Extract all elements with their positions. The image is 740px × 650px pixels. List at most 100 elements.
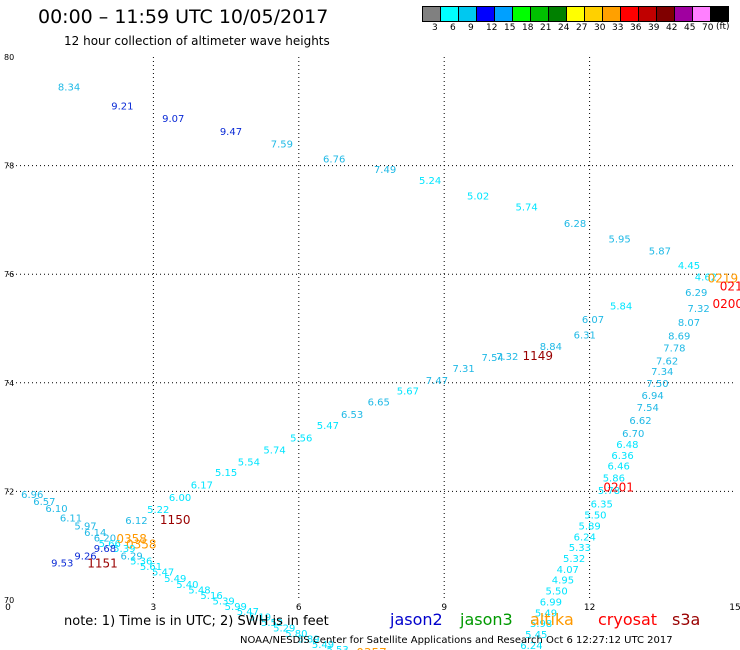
color-scale-swatch: 9 [458, 6, 477, 33]
pass-time-label: 1151 [87, 556, 118, 570]
x-tick-label: 6 [296, 603, 302, 613]
color-scale-label: 42 [666, 23, 678, 33]
wave-height-label: 8.07 [678, 318, 700, 329]
wave-height-label: 7.59 [271, 140, 293, 151]
y-tick-label: 78 [4, 162, 14, 171]
wave-height-label: 6.35 [591, 500, 613, 511]
x-tick-label: 15 [729, 603, 740, 613]
wave-height-label: 5.97 [74, 521, 96, 532]
color-scale-label: 24 [558, 23, 570, 33]
color-scale-label: 30 [594, 23, 606, 33]
wave-height-label: 6.10 [45, 504, 67, 515]
wave-height-label: 4.07 [557, 565, 579, 576]
wave-height-label: 6.76 [323, 154, 345, 165]
wave-height-label: 5.39 [113, 544, 135, 555]
y-tick-label: 74 [4, 379, 14, 388]
wave-height-label: 6.62 [629, 416, 651, 427]
page-title: 00:00 – 11:59 UTC 10/05/2017 [38, 6, 329, 28]
color-scale-label: 27 [576, 23, 588, 33]
wave-height-label: 5.19 [249, 613, 271, 624]
wave-height-label: 6.96 [21, 490, 43, 501]
wave-height-label: 6.65 [368, 398, 390, 409]
wave-height-label: 5.24 [419, 176, 441, 187]
wave-height-label: 5.87 [649, 247, 671, 258]
y-tick-label: 72 [4, 487, 14, 496]
pass-time-label: 1150 [160, 513, 191, 527]
wave-height-label: 5.32 [563, 554, 585, 565]
wave-height-label: 9.26 [74, 551, 96, 562]
color-scale-label: 9 [468, 23, 474, 33]
wave-height-label: 6.11 [60, 513, 82, 524]
wave-height-label: 5.86 [603, 474, 625, 485]
wave-height-label: 6.48 [616, 440, 638, 451]
wave-height-label: 6.20 [94, 533, 116, 544]
y-tick-label: 76 [4, 270, 14, 279]
wave-height-label: 5.48 [188, 585, 210, 596]
pass-time-label: 0219 [708, 271, 739, 285]
color-scale-label: 21 [540, 23, 552, 33]
wave-height-label: 7.32 [496, 352, 518, 363]
wave-height-label: 7.50 [646, 379, 668, 390]
wave-height-label: 5.67 [397, 387, 419, 398]
x-tick-label: 0 [5, 603, 11, 613]
wave-height-label: 5.89 [578, 521, 600, 532]
wave-height-label: 7.54 [482, 353, 504, 364]
wave-height-label: 5.39 [213, 596, 235, 607]
wave-height-label: 4.45 [678, 261, 700, 272]
wave-height-label: 7.49 [374, 165, 396, 176]
pass-time-label: 0201 [603, 480, 634, 494]
wave-height-label: 6.24 [574, 532, 596, 543]
satellite-legend-jason2: jason2 [390, 610, 443, 629]
wave-height-label: 5.61 [140, 562, 162, 573]
wave-height-label: 6.29 [120, 551, 142, 562]
color-scale-label: 6 [450, 23, 456, 33]
wave-height-label: 6.31 [574, 330, 596, 341]
wave-height-label: 5.53 [326, 645, 348, 650]
wave-height-label: 6.57 [33, 497, 55, 508]
wave-height-label: 6.99 [540, 597, 562, 608]
color-scale-label: 70 [702, 23, 714, 33]
color-scale-label: 12 [486, 23, 498, 33]
credit-line: NOAA/NESDIS Center for Satellite Applica… [240, 635, 673, 646]
pass-time-label: 0200 [712, 297, 740, 311]
wave-height-label: 5.47 [237, 607, 259, 618]
footer-note: note: 1) Time is in UTC; 2) SWH is in fe… [64, 614, 329, 629]
satellite-legend-s3a: s3a [672, 610, 701, 629]
wave-height-label: 5.22 [147, 505, 169, 516]
wave-height-label: 5.99 [225, 602, 247, 613]
wave-height-label: 7.62 [656, 356, 678, 367]
page-subtitle: 12 hour collection of altimeter wave hei… [64, 34, 330, 48]
wave-height-label: 6.94 [641, 391, 663, 402]
wave-height-label: 7.78 [663, 343, 685, 354]
color-scale-label: 18 [522, 23, 534, 33]
pass-time-label: 0219 [720, 279, 740, 293]
wave-height-label: 6.17 [191, 481, 213, 492]
wave-height-label: 9.21 [111, 102, 133, 113]
wave-height-label: 9.68 [94, 544, 116, 555]
wave-height-label: 5.49 [535, 608, 557, 619]
satellite-legend-cryosat: cryosat [598, 610, 658, 629]
wave-height-label: 9.07 [162, 114, 184, 125]
wave-height-label: 6.70 [622, 429, 644, 440]
color-scale-label: 39 [648, 23, 660, 33]
wave-height-label: 5.74 [263, 445, 285, 456]
wave-height-label: 5.66 [99, 539, 121, 550]
wave-height-label: 5.52 [261, 618, 283, 629]
pass-time-label: 1149 [522, 349, 553, 363]
wave-height-label: 5.16 [200, 591, 222, 602]
color-scale-swatch: 42 [656, 6, 677, 33]
wave-height-label: 5.84 [610, 301, 632, 312]
wave-height-label: 5.50 [584, 511, 606, 522]
wave-height-label: 5.80 [285, 629, 307, 640]
color-scale-unit: (ft) [716, 22, 730, 32]
wave-height-label: 6.14 [84, 528, 106, 539]
wave-height-label: 7.32 [688, 304, 710, 315]
wave-height-label: 9.53 [51, 558, 73, 569]
wave-height-label: 7.34 [651, 367, 673, 378]
wave-height-label: 5.49 [312, 640, 334, 650]
wave-height-label: 5.98 [530, 619, 552, 630]
wave-height-label: 9.47 [220, 127, 242, 138]
wave-height-label: 7.47 [426, 376, 448, 387]
wave-height-label: 5.74 [515, 203, 537, 214]
